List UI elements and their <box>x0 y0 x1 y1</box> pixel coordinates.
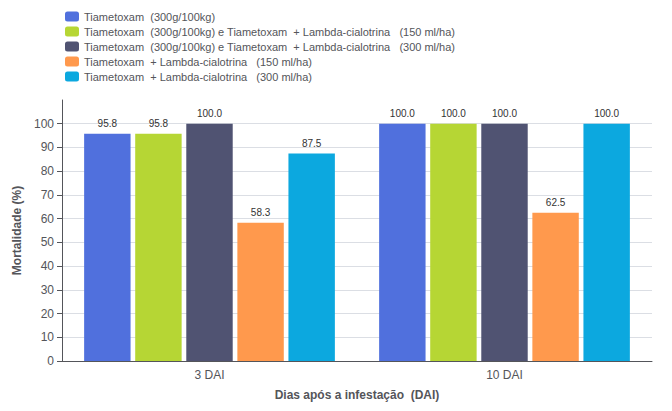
svg-text:Tiametoxam (300g/100kg) e Tia: Tiametoxam (300g/100kg) e Tiametoxam + L… <box>84 41 455 53</box>
svg-text:90: 90 <box>41 140 55 154</box>
svg-text:80: 80 <box>41 164 55 178</box>
svg-text:60: 60 <box>41 212 55 226</box>
svg-text:95.8: 95.8 <box>149 118 169 129</box>
svg-text:3 DAI: 3 DAI <box>194 368 224 382</box>
svg-text:10 DAI: 10 DAI <box>486 368 523 382</box>
svg-text:10: 10 <box>41 330 55 344</box>
svg-text:100.0: 100.0 <box>441 108 466 119</box>
svg-text:95.8: 95.8 <box>98 118 118 129</box>
svg-text:100: 100 <box>34 117 54 131</box>
svg-text:100.0: 100.0 <box>594 108 619 119</box>
svg-text:58.3: 58.3 <box>251 207 271 218</box>
svg-text:100.0: 100.0 <box>390 108 415 119</box>
svg-text:Tiametoxam + Lambda-cialotrin: Tiametoxam + Lambda-cialotrina (300 ml/h… <box>84 71 312 83</box>
svg-text:62.5: 62.5 <box>546 197 566 208</box>
svg-text:70: 70 <box>41 188 55 202</box>
svg-text:20: 20 <box>41 307 55 321</box>
svg-text:30: 30 <box>41 283 55 297</box>
svg-text:100.0: 100.0 <box>492 108 517 119</box>
svg-text:0: 0 <box>47 354 54 368</box>
svg-text:100.0: 100.0 <box>197 108 222 119</box>
svg-text:40: 40 <box>41 259 55 273</box>
svg-text:Tiametoxam (300g/100kg): Tiametoxam (300g/100kg) <box>84 11 215 23</box>
svg-text:87.5: 87.5 <box>302 138 322 149</box>
svg-text:Tiametoxam + Lambda-cialotrin: Tiametoxam + Lambda-cialotrina (150 ml/h… <box>84 56 312 68</box>
svg-text:Tiametoxam (300g/100kg) e Tia: Tiametoxam (300g/100kg) e Tiametoxam + L… <box>84 26 455 38</box>
svg-text:Mortalidade (%): Mortalidade (%) <box>10 186 24 275</box>
svg-text:Dias após a infestação (DAI): Dias após a infestação (DAI) <box>275 388 440 402</box>
svg-text:50: 50 <box>41 235 55 249</box>
